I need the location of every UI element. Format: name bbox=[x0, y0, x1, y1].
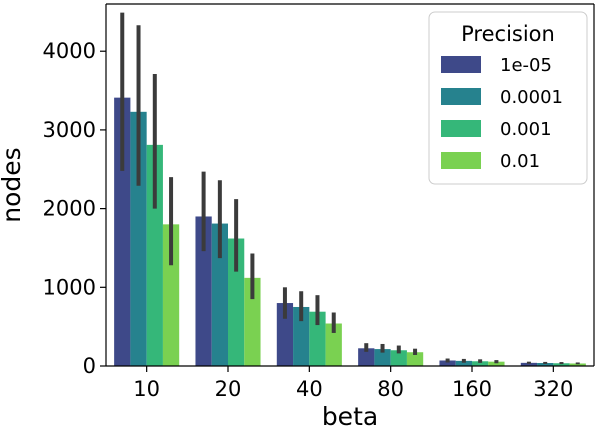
legend-label: 0.01 bbox=[500, 151, 540, 172]
bar-40-series-3 bbox=[325, 323, 342, 366]
bar-320-series-3 bbox=[569, 363, 586, 366]
bar-10-series-2 bbox=[146, 144, 163, 366]
bar-20-series-3 bbox=[244, 277, 261, 366]
bar-320-series-0 bbox=[520, 362, 538, 366]
bar-40-series-0 bbox=[276, 303, 294, 366]
x-tick-label: 10 bbox=[133, 377, 160, 401]
bar-10-series-1 bbox=[130, 111, 147, 366]
legend-label: 0.001 bbox=[500, 119, 552, 140]
legend-label: 1e-05 bbox=[500, 55, 552, 76]
x-axis-label: beta bbox=[322, 402, 378, 431]
legend-label: 0.0001 bbox=[500, 87, 563, 108]
legend-swatch bbox=[441, 88, 481, 105]
bar-marks bbox=[114, 12, 586, 366]
bar-20-series-2 bbox=[228, 238, 245, 366]
bar-160-series-2 bbox=[472, 361, 489, 366]
bar-10-series-3 bbox=[162, 224, 180, 366]
x-tick-label: 320 bbox=[533, 377, 573, 401]
y-axis-label: nodes bbox=[0, 147, 26, 222]
legend-box bbox=[428, 11, 588, 185]
y-tick-label: 3000 bbox=[43, 118, 96, 142]
axis-ticks: 0 1000 2000 3000 4000 10 20 40 80 160 320 bbox=[43, 39, 574, 401]
bar-80-series-2 bbox=[390, 350, 407, 366]
bar-80-series-1 bbox=[374, 349, 391, 366]
bar-160-series-3 bbox=[488, 361, 505, 366]
y-tick-label: 2000 bbox=[43, 197, 96, 221]
legend: Precision 1e-05 0.0001 0.001 0.01 bbox=[428, 11, 588, 185]
axes bbox=[105, 3, 595, 367]
bar-40-series-2 bbox=[309, 311, 326, 366]
bar-320-series-1 bbox=[537, 363, 554, 366]
legend-title: Precision bbox=[461, 22, 555, 46]
legend-swatch bbox=[441, 120, 481, 137]
legend-swatch bbox=[441, 56, 481, 73]
bar-80-series-3 bbox=[406, 352, 424, 366]
x-tick-label: 160 bbox=[452, 377, 492, 401]
bar-40-series-1 bbox=[293, 306, 310, 366]
bar-80-series-0 bbox=[358, 348, 375, 366]
x-tick-label: 80 bbox=[377, 377, 404, 401]
bar-160-series-0 bbox=[439, 360, 456, 366]
bar-20-series-0 bbox=[195, 216, 212, 366]
y-tick-label: 1000 bbox=[43, 275, 96, 299]
bar-20-series-1 bbox=[211, 223, 228, 366]
bar-160-series-1 bbox=[455, 360, 472, 366]
bar-320-series-2 bbox=[553, 363, 570, 366]
y-tick-label: 4000 bbox=[43, 39, 96, 63]
legend-swatch bbox=[441, 152, 481, 169]
x-tick-label: 20 bbox=[215, 377, 242, 401]
bar-10-series-0 bbox=[114, 97, 131, 366]
x-tick-label: 40 bbox=[296, 377, 323, 401]
y-tick-label: 0 bbox=[83, 354, 96, 378]
